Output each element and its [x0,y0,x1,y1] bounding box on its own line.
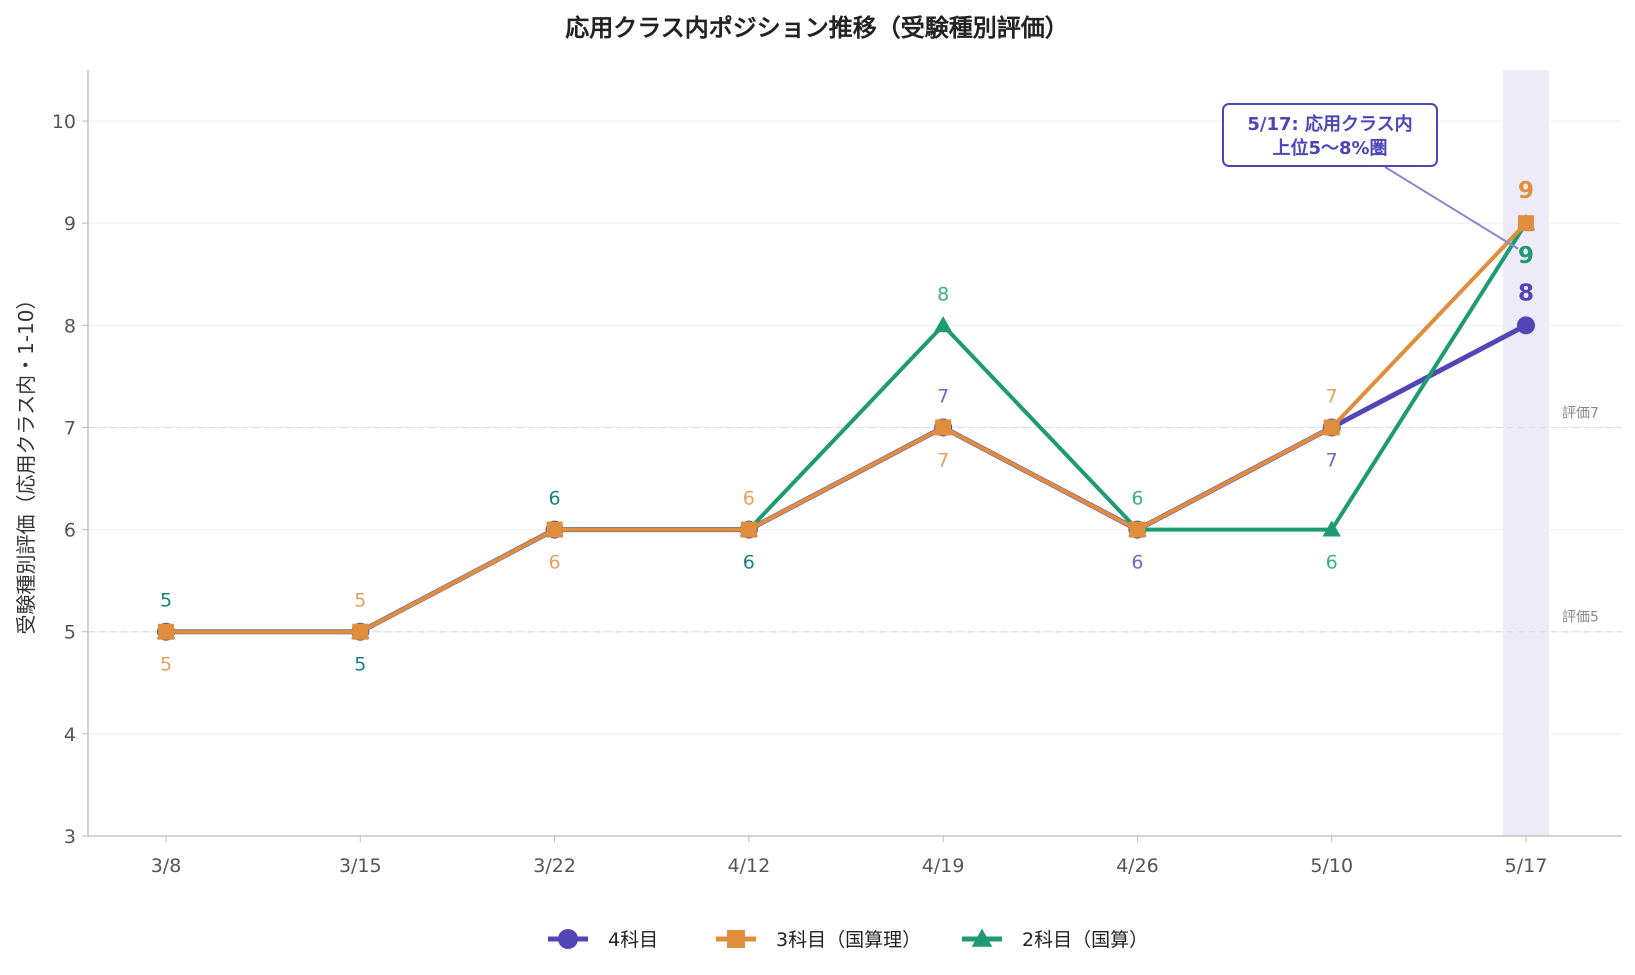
data-point [158,623,174,640]
data-point [546,521,563,538]
legend-marker [727,930,745,948]
legend: 4科目 3科目（国算理） 2科目（国算） [548,928,1148,951]
data-label: 6 [743,488,755,510]
chart-title: 応用クラス内ポジション推移（受験種別評価） [565,14,1069,42]
highlight-band [1503,70,1549,836]
data-point [935,419,952,436]
reference-line-label: 評価5 [1562,610,1599,626]
x-tick-label: 4/26 [1116,855,1159,877]
data-point [740,521,757,538]
legend-label: 2科目（国算） [1022,929,1148,951]
legend-item: 3科目（国算理） [716,929,921,951]
y-tick-label: 6 [64,520,76,542]
data-label: 9 [1518,243,1534,269]
legend-marker [971,928,993,947]
x-tick-label: 5/10 [1310,855,1353,877]
data-label: 8 [937,283,949,305]
data-label: 6 [1326,552,1338,574]
series-line [164,221,1528,634]
data-point [1323,419,1340,436]
annotation-arrow [1384,166,1519,250]
annotation-box [1222,103,1438,167]
x-tick-label: 4/19 [922,855,965,877]
x-tick-label: 3/15 [339,855,382,877]
series-2 [158,215,1534,640]
data-label: 7 [1326,449,1338,471]
plot-area: 3 4 5 6 7 8 9 10 評価7 評価5 3/8 3/15 3/22 4/12 4/19 4/26 5/… [52,70,1622,877]
x-tick-label: 3/8 [151,855,182,877]
data-label: 5 [354,654,366,676]
y-tick-label: 7 [64,417,76,439]
legend-item: 2科目（国算） [962,928,1148,951]
x-tick-label: 4/12 [728,855,771,877]
data-label: 7 [937,385,949,407]
y-tick-label: 9 [64,213,76,235]
x-tick-label: 3/22 [533,855,576,877]
data-point [1322,520,1341,537]
legend-item: 4科目 [548,929,658,951]
legend-marker [558,929,578,949]
data-label: 5 [160,654,172,676]
data-label: 5 [354,590,366,612]
annotation-text: 上位5〜8%圏 [1272,137,1387,159]
data-point [1517,316,1535,335]
data-point [1518,215,1534,232]
annotation-text: 5/17: 応用クラス内 [1247,113,1412,135]
legend-label: 3科目（国算理） [776,929,921,951]
data-label: 6 [1131,488,1143,510]
data-point [1129,521,1146,538]
data-label: 9 [1518,178,1534,204]
data-point [933,316,953,333]
y-tick-label: 4 [64,724,76,746]
data-label: 6 [549,488,561,510]
x-tick-label: 5/17 [1505,855,1548,877]
data-label: 8 [1518,280,1534,306]
data-label: 6 [1131,552,1143,574]
data-point [352,623,369,640]
y-tick-label: 3 [64,826,76,848]
data-label: 7 [937,449,949,471]
y-tick-label: 10 [52,111,76,133]
data-label: 6 [549,552,561,574]
legend-label: 4科目 [608,929,658,951]
y-axis-title: 受験種別評価（応用クラス内・1-10） [14,290,38,635]
data-label: 6 [743,552,755,574]
y-tick-label: 5 [64,622,76,644]
data-label: 5 [160,590,172,612]
y-tick-label: 8 [64,315,76,337]
reference-line-label: 評価7 [1562,405,1599,421]
data-label: 7 [1326,385,1338,407]
